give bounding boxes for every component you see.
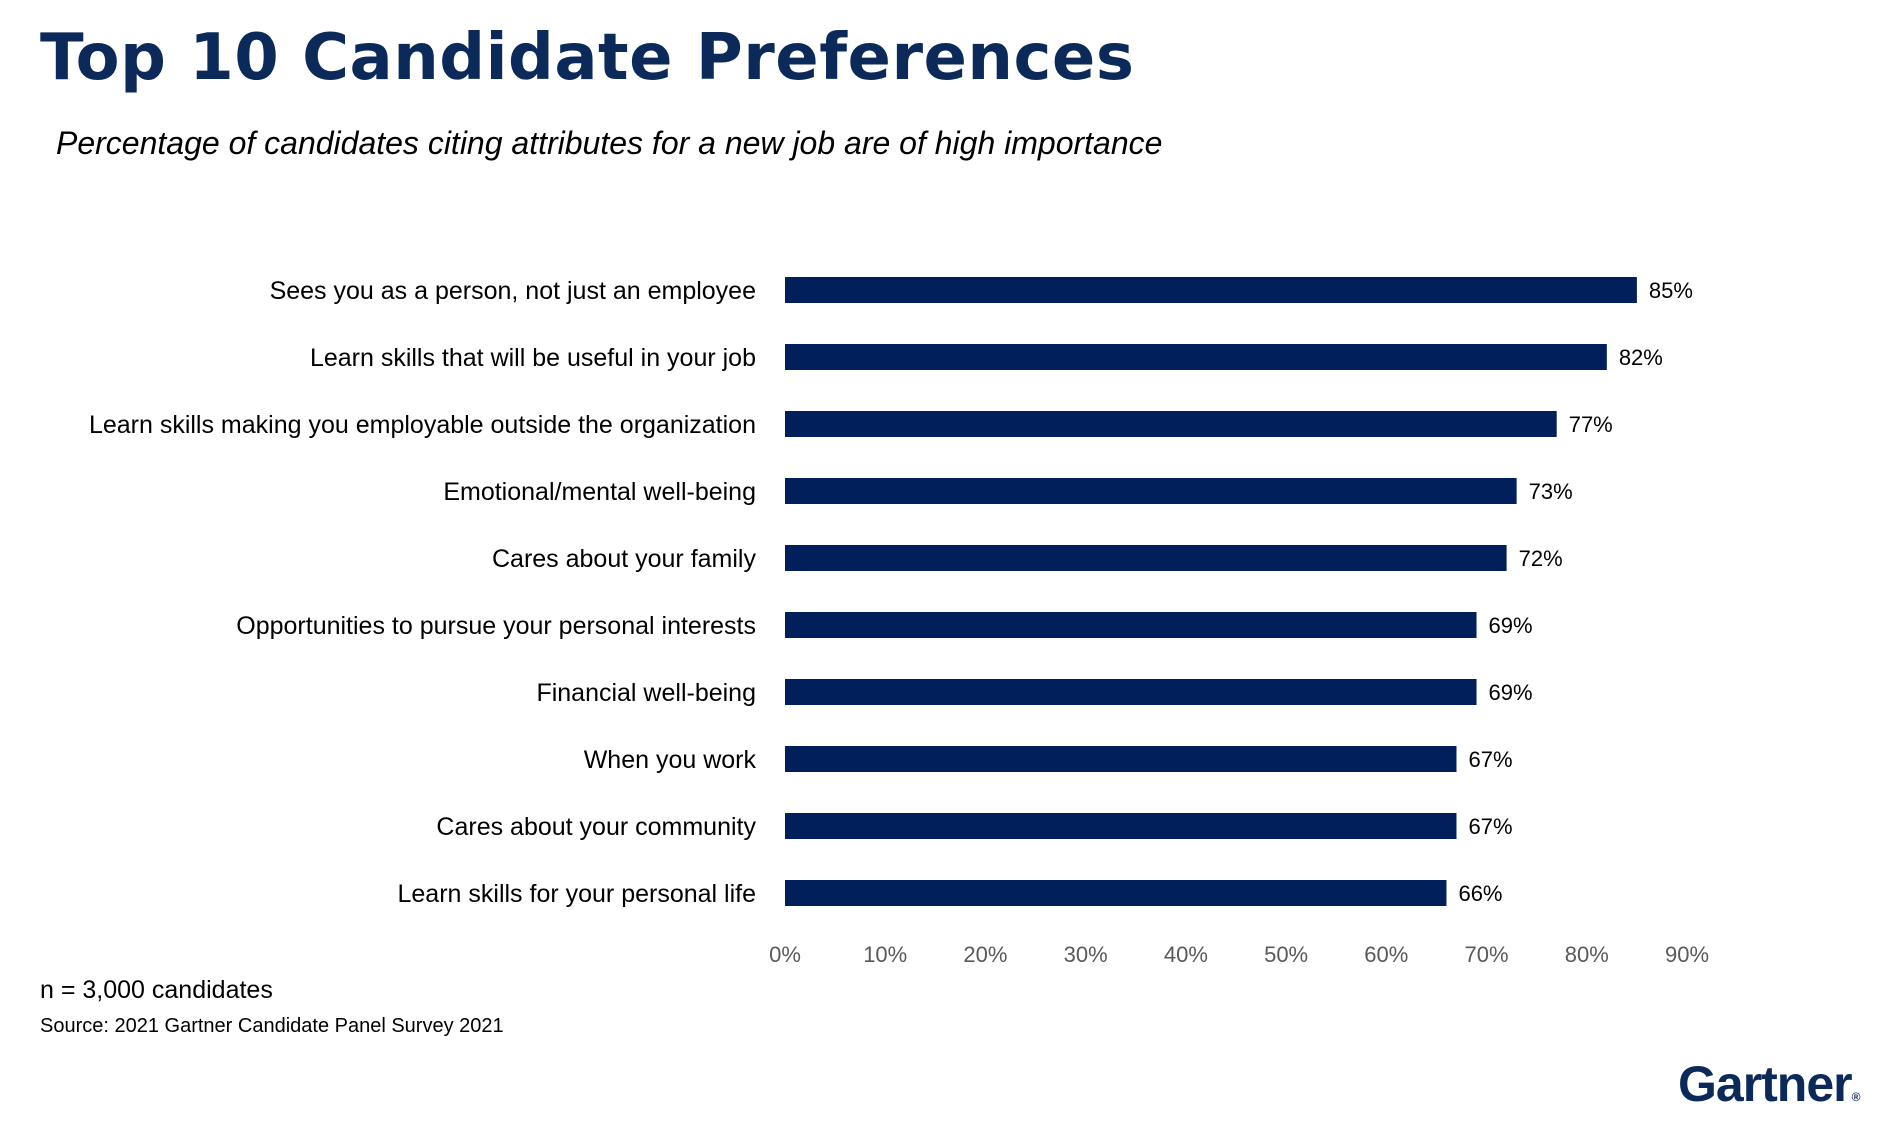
bar	[785, 545, 1507, 571]
value-label: 66%	[1458, 881, 1502, 906]
category-label: Learn skills making you employable outsi…	[89, 411, 756, 439]
category-label: Emotional/mental well-being	[443, 478, 756, 506]
x-tick-label: 50%	[1264, 942, 1308, 967]
bar	[785, 411, 1557, 437]
category-label: Cares about your family	[492, 545, 757, 573]
bar	[785, 746, 1457, 772]
x-tick-label: 10%	[863, 942, 907, 967]
value-label: 73%	[1529, 479, 1573, 504]
gartner-logo: Gartner®	[1678, 1055, 1860, 1126]
x-tick-label: 20%	[963, 942, 1007, 967]
value-label: 69%	[1489, 680, 1533, 705]
x-tick-label: 90%	[1665, 942, 1709, 967]
bar	[785, 277, 1637, 303]
x-tick-label: 70%	[1465, 942, 1509, 967]
bar-chart: Sees you as a person, not just an employ…	[89, 277, 1709, 967]
sample-size-note: n = 3,000 candidates	[40, 976, 273, 1004]
category-label: Learn skills for your personal life	[398, 880, 757, 908]
category-label: Sees you as a person, not just an employ…	[270, 277, 756, 305]
value-label: 67%	[1468, 814, 1512, 839]
bar	[785, 679, 1477, 705]
source-note: Source: 2021 Gartner Candidate Panel Sur…	[40, 1015, 504, 1037]
x-tick-label: 0%	[769, 942, 801, 967]
x-tick-label: 60%	[1364, 942, 1408, 967]
value-label: 82%	[1619, 345, 1663, 370]
category-label: When you work	[584, 746, 757, 774]
logo-text: Gartner	[1678, 1056, 1853, 1112]
bar	[785, 880, 1447, 906]
bar	[785, 478, 1517, 504]
category-label: Opportunities to pursue your personal in…	[236, 612, 756, 640]
bar	[785, 344, 1607, 370]
value-label: 72%	[1519, 546, 1563, 571]
bar	[785, 612, 1477, 638]
category-label: Cares about your community	[436, 813, 756, 841]
value-label: 69%	[1489, 613, 1533, 638]
x-tick-label: 30%	[1064, 942, 1108, 967]
registered-mark: ®	[1851, 1090, 1861, 1104]
x-tick-label: 80%	[1565, 942, 1609, 967]
category-label: Financial well-being	[536, 679, 756, 707]
page-title: Top 10 Candidate Preferences	[40, 21, 1135, 95]
value-label: 67%	[1468, 747, 1512, 772]
value-label: 85%	[1649, 278, 1693, 303]
bar	[785, 813, 1457, 839]
page-subtitle: Percentage of candidates citing attribut…	[56, 125, 1163, 161]
value-label: 77%	[1569, 412, 1613, 437]
x-tick-label: 40%	[1164, 942, 1208, 967]
category-label: Learn skills that will be useful in your…	[310, 344, 756, 372]
